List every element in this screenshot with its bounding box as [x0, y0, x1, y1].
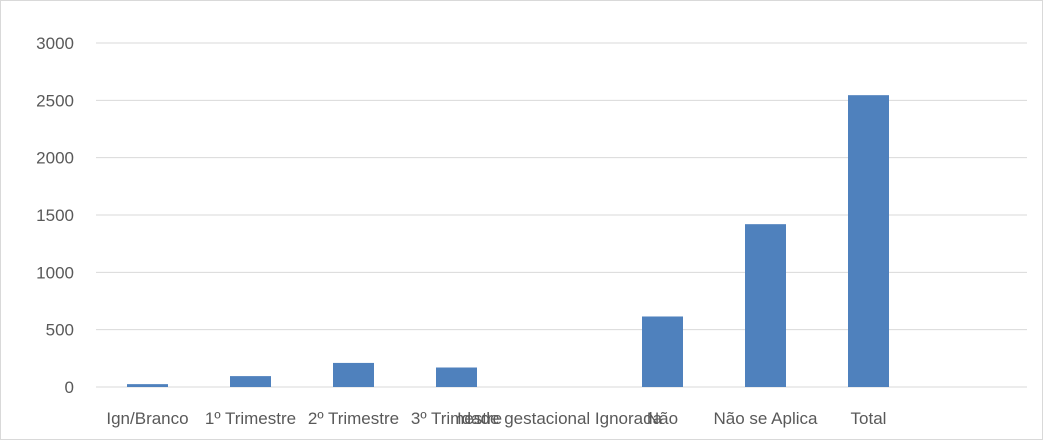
- x-category-label: Ign/Branco: [106, 409, 188, 428]
- y-tick-label: 1000: [36, 263, 74, 282]
- bar: [436, 367, 477, 387]
- x-category-label: Idade gestacional Ignorada: [457, 409, 663, 428]
- x-category-label: Total: [851, 409, 887, 428]
- y-tick-label: 1500: [36, 206, 74, 225]
- bar: [848, 95, 889, 387]
- x-category-label: 1º Trimestre: [205, 409, 296, 428]
- bar: [230, 376, 271, 387]
- bar: [642, 316, 683, 387]
- x-axis-categories: Ign/Branco 1º Trimestre 2º Trimestre 3º Tri…: [106, 409, 886, 428]
- y-tick-label: 3000: [36, 34, 74, 53]
- bar: [333, 362, 374, 387]
- y-tick-label: 2500: [36, 91, 74, 110]
- x-category-label: 3º Trimestre: [411, 409, 502, 428]
- bars: [127, 95, 889, 387]
- y-tick-label: 2000: [36, 149, 74, 168]
- x-category-label: Não: [647, 409, 678, 428]
- y-axis-ticks: 0 500 1000 1500 2000 2500 3000: [36, 34, 74, 397]
- bar: [127, 384, 168, 387]
- gridlines: [96, 42, 1027, 388]
- y-tick-label: 500: [46, 321, 74, 340]
- bar: [745, 224, 786, 387]
- x-category-label: Não se Aplica: [714, 409, 818, 428]
- x-category-label: 2º Trimestre: [308, 409, 399, 428]
- y-tick-label: 0: [65, 378, 74, 397]
